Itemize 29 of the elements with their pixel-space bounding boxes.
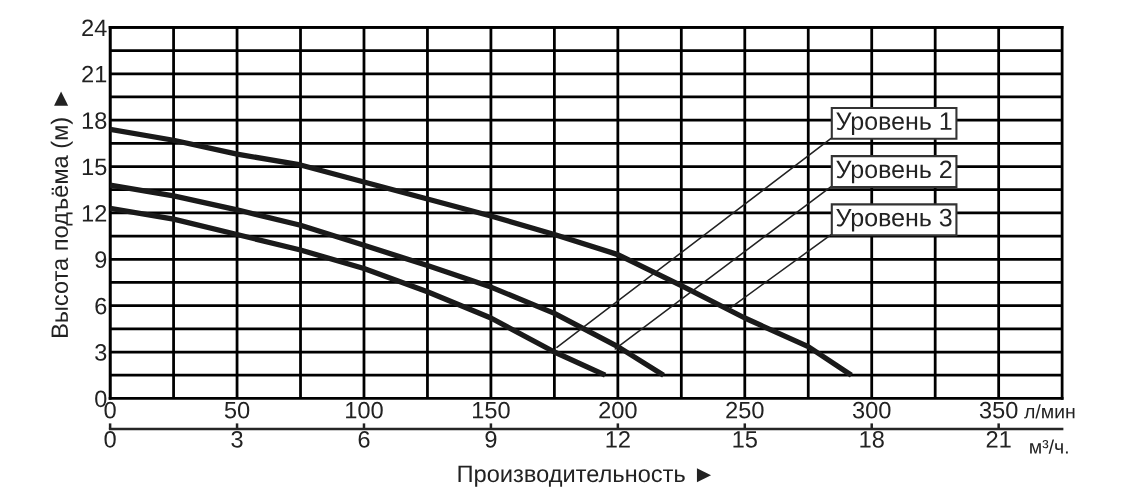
y-tick-label: 15: [82, 158, 107, 176]
annotation: Уровень 3: [836, 208, 952, 232]
x2-tick-label: 18: [860, 430, 884, 448]
annotation: Уровень 1: [836, 112, 952, 135]
x-tick-label: 100: [346, 401, 383, 419]
x2-tick-label: 3: [231, 430, 243, 448]
y-axis-title: Высота подъёма (м) ►: [50, 91, 73, 337]
y-tick-label: 24: [82, 19, 107, 36]
x2-tick-label: 12: [606, 430, 630, 448]
x2-tick-label: 9: [485, 430, 497, 448]
x-tick-label: 250: [726, 401, 764, 419]
x2-tick-label: 6: [358, 430, 370, 448]
x-axis-title: Производительность ►: [458, 465, 712, 487]
text: м³/ч.: [1030, 439, 1068, 454]
x-tick-label: 50: [224, 401, 250, 419]
annotation: Уровень 2: [836, 160, 952, 184]
text: л/мин: [1024, 404, 1075, 419]
x2-tick-label: 15: [733, 431, 757, 448]
x-tick-label: 200: [599, 401, 637, 419]
y-tick-label: 21: [82, 65, 107, 83]
x2-tick-label: 21: [986, 430, 1011, 448]
y-tick-label: 18: [82, 112, 107, 129]
x-tick-label: 150: [473, 401, 510, 419]
y-tick-label: 3: [95, 344, 107, 361]
y-tick-label: 6: [95, 297, 107, 315]
y-tick-label: 12: [82, 204, 107, 222]
y-tick-label: 9: [95, 251, 107, 269]
x-tick-label: 300: [852, 401, 891, 419]
x-tick-label: 350: [979, 401, 1018, 419]
